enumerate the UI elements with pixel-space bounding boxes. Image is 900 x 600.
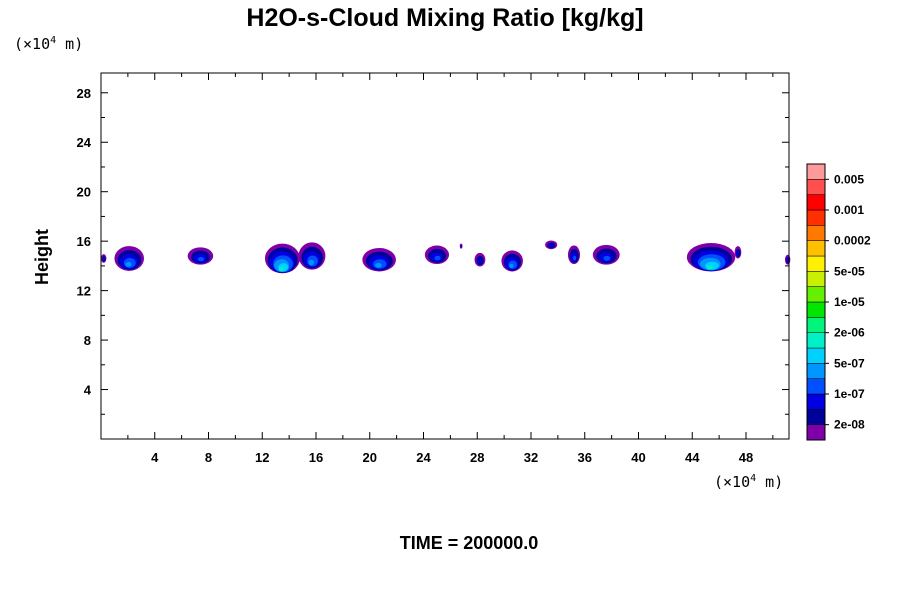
- y-tick-label: 24: [77, 135, 92, 150]
- y-unit-label: (×104 m): [14, 35, 83, 53]
- cloud-contour-level: [197, 256, 205, 262]
- cloud-patch: [501, 250, 523, 272]
- cloud-patch: [474, 252, 486, 267]
- cloud-patch: [459, 243, 463, 249]
- x-tick-label: 28: [470, 450, 484, 465]
- cloud-patch: [686, 243, 736, 272]
- y-tick-label: 28: [77, 86, 91, 101]
- legend-label: 0.001: [834, 203, 864, 217]
- cloud-patch: [592, 244, 620, 265]
- cloud-contour-level: [125, 261, 132, 267]
- cloud-contour-level: [786, 259, 789, 263]
- x-tick-label: 12: [255, 450, 269, 465]
- cloud-contour-level: [278, 267, 284, 272]
- legend-swatch: [806, 240, 826, 257]
- cloud-contour-level: [736, 251, 739, 256]
- cloud-patch: [187, 247, 214, 265]
- cloud-contour-level: [603, 255, 611, 261]
- cloud-patch: [114, 246, 144, 271]
- legend-label: 5e-05: [834, 264, 865, 278]
- cloud-patch: [545, 240, 558, 250]
- x-tick-label: 20: [363, 450, 377, 465]
- chart-title: H2O-s-Cloud Mixing Ratio [kg/kg]: [246, 4, 643, 32]
- cloud-patch: [734, 246, 742, 259]
- y-tick-label: 4: [84, 383, 92, 398]
- cloud-patch: [362, 247, 396, 272]
- time-label: TIME = 200000.0: [400, 533, 539, 553]
- y-axis-label: Height: [32, 229, 52, 285]
- cloud-contour-level: [509, 263, 514, 269]
- cloud-patch: [298, 242, 326, 270]
- legend-swatch: [806, 332, 826, 349]
- cloud-contour-level: [102, 258, 105, 261]
- x-tick-label: 24: [416, 450, 431, 465]
- legend-swatch: [806, 317, 826, 333]
- contour-plot-area: [101, 73, 791, 439]
- x-tick-label: 36: [578, 450, 592, 465]
- cloud-patch: [264, 243, 300, 274]
- x-tick-label: 8: [205, 450, 212, 465]
- legend-swatch: [806, 378, 826, 395]
- cloud-contour-level: [706, 265, 714, 270]
- legend-swatch: [806, 301, 826, 318]
- x-tick-label: 32: [524, 450, 538, 465]
- legend-swatch: [806, 363, 826, 379]
- legend-label: 0.005: [834, 172, 864, 186]
- legend-swatch: [806, 209, 826, 226]
- x-tick-label: 4: [151, 450, 159, 465]
- cloud-patch: [784, 254, 791, 265]
- x-tick-label: 48: [739, 450, 753, 465]
- cloud-contour-level: [573, 255, 577, 261]
- plot-frame: [100, 72, 790, 440]
- x-tick-label: 16: [309, 450, 323, 465]
- color-legend: 2e-08 1e-07 5e-07 2e-06 1e-05 5e-05 0.0002 0.00…: [806, 163, 871, 441]
- cloud-contour-level: [308, 259, 314, 266]
- y-tick-label: 8: [84, 333, 91, 348]
- legend-swatch: [806, 271, 826, 287]
- cloud-contour-level: [477, 259, 482, 264]
- legend-swatch: [806, 255, 826, 272]
- legend-swatch: [806, 163, 826, 180]
- x-unit-label: (×104 m): [714, 473, 783, 491]
- cloud-contour-level: [374, 262, 382, 268]
- cloud-patch: [424, 245, 450, 265]
- legend-swatch: [806, 393, 826, 410]
- legend-label: 2e-06: [834, 326, 865, 340]
- cloud-patch: [567, 245, 581, 265]
- legend-swatch: [806, 409, 826, 425]
- legend-swatch: [806, 424, 826, 441]
- legend-swatch: [806, 179, 826, 195]
- y-tick-label: 12: [77, 284, 91, 299]
- cloud-contour-level: [548, 244, 553, 248]
- x-tick-label: 44: [685, 450, 700, 465]
- legend-label: 5e-07: [834, 356, 865, 370]
- legend-label: 1e-07: [834, 387, 865, 401]
- legend-swatch: [806, 225, 826, 241]
- cloud-contour-level: [434, 255, 441, 261]
- legend-swatch: [806, 194, 826, 211]
- legend-swatch: [806, 286, 826, 303]
- legend-label: 1e-05: [834, 295, 865, 309]
- y-tick-label: 20: [77, 185, 91, 200]
- cloud-contour-level: [460, 245, 463, 248]
- cloud-patch: [101, 254, 107, 263]
- legend-swatch: [806, 347, 826, 364]
- y-tick-label: 16: [77, 234, 91, 249]
- legend-label: 2e-08: [834, 418, 865, 432]
- x-tick-label: 40: [631, 450, 645, 465]
- legend-label: 0.0002: [834, 234, 871, 248]
